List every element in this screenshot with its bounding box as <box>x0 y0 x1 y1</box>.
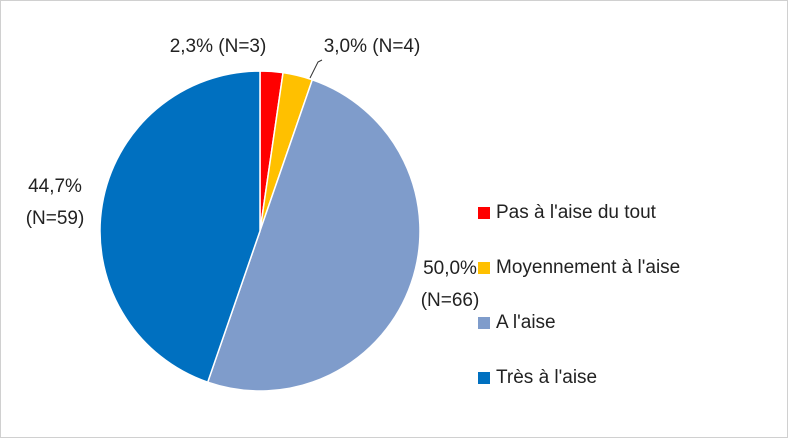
legend-swatch <box>478 317 490 329</box>
legend-swatch <box>478 372 490 384</box>
legend-swatch <box>478 207 490 219</box>
pie-slice <box>206 78 421 392</box>
leader-line <box>309 59 323 79</box>
legend-label: A l'aise <box>496 312 556 333</box>
data-label: 3,0% (N=4) <box>324 36 421 57</box>
legend-label: Très à l'aise <box>496 367 597 388</box>
pie-slice <box>99 70 261 384</box>
data-label: 50,0% (N=66) <box>421 258 480 311</box>
data-label: 44,7% (N=59) <box>26 176 85 229</box>
legend-label: Pas à l'aise du tout <box>496 202 657 223</box>
data-label: 2,3% (N=3) <box>170 36 267 57</box>
legend-label: Moyennement à l'aise <box>496 257 680 278</box>
legend-swatch <box>478 262 490 274</box>
